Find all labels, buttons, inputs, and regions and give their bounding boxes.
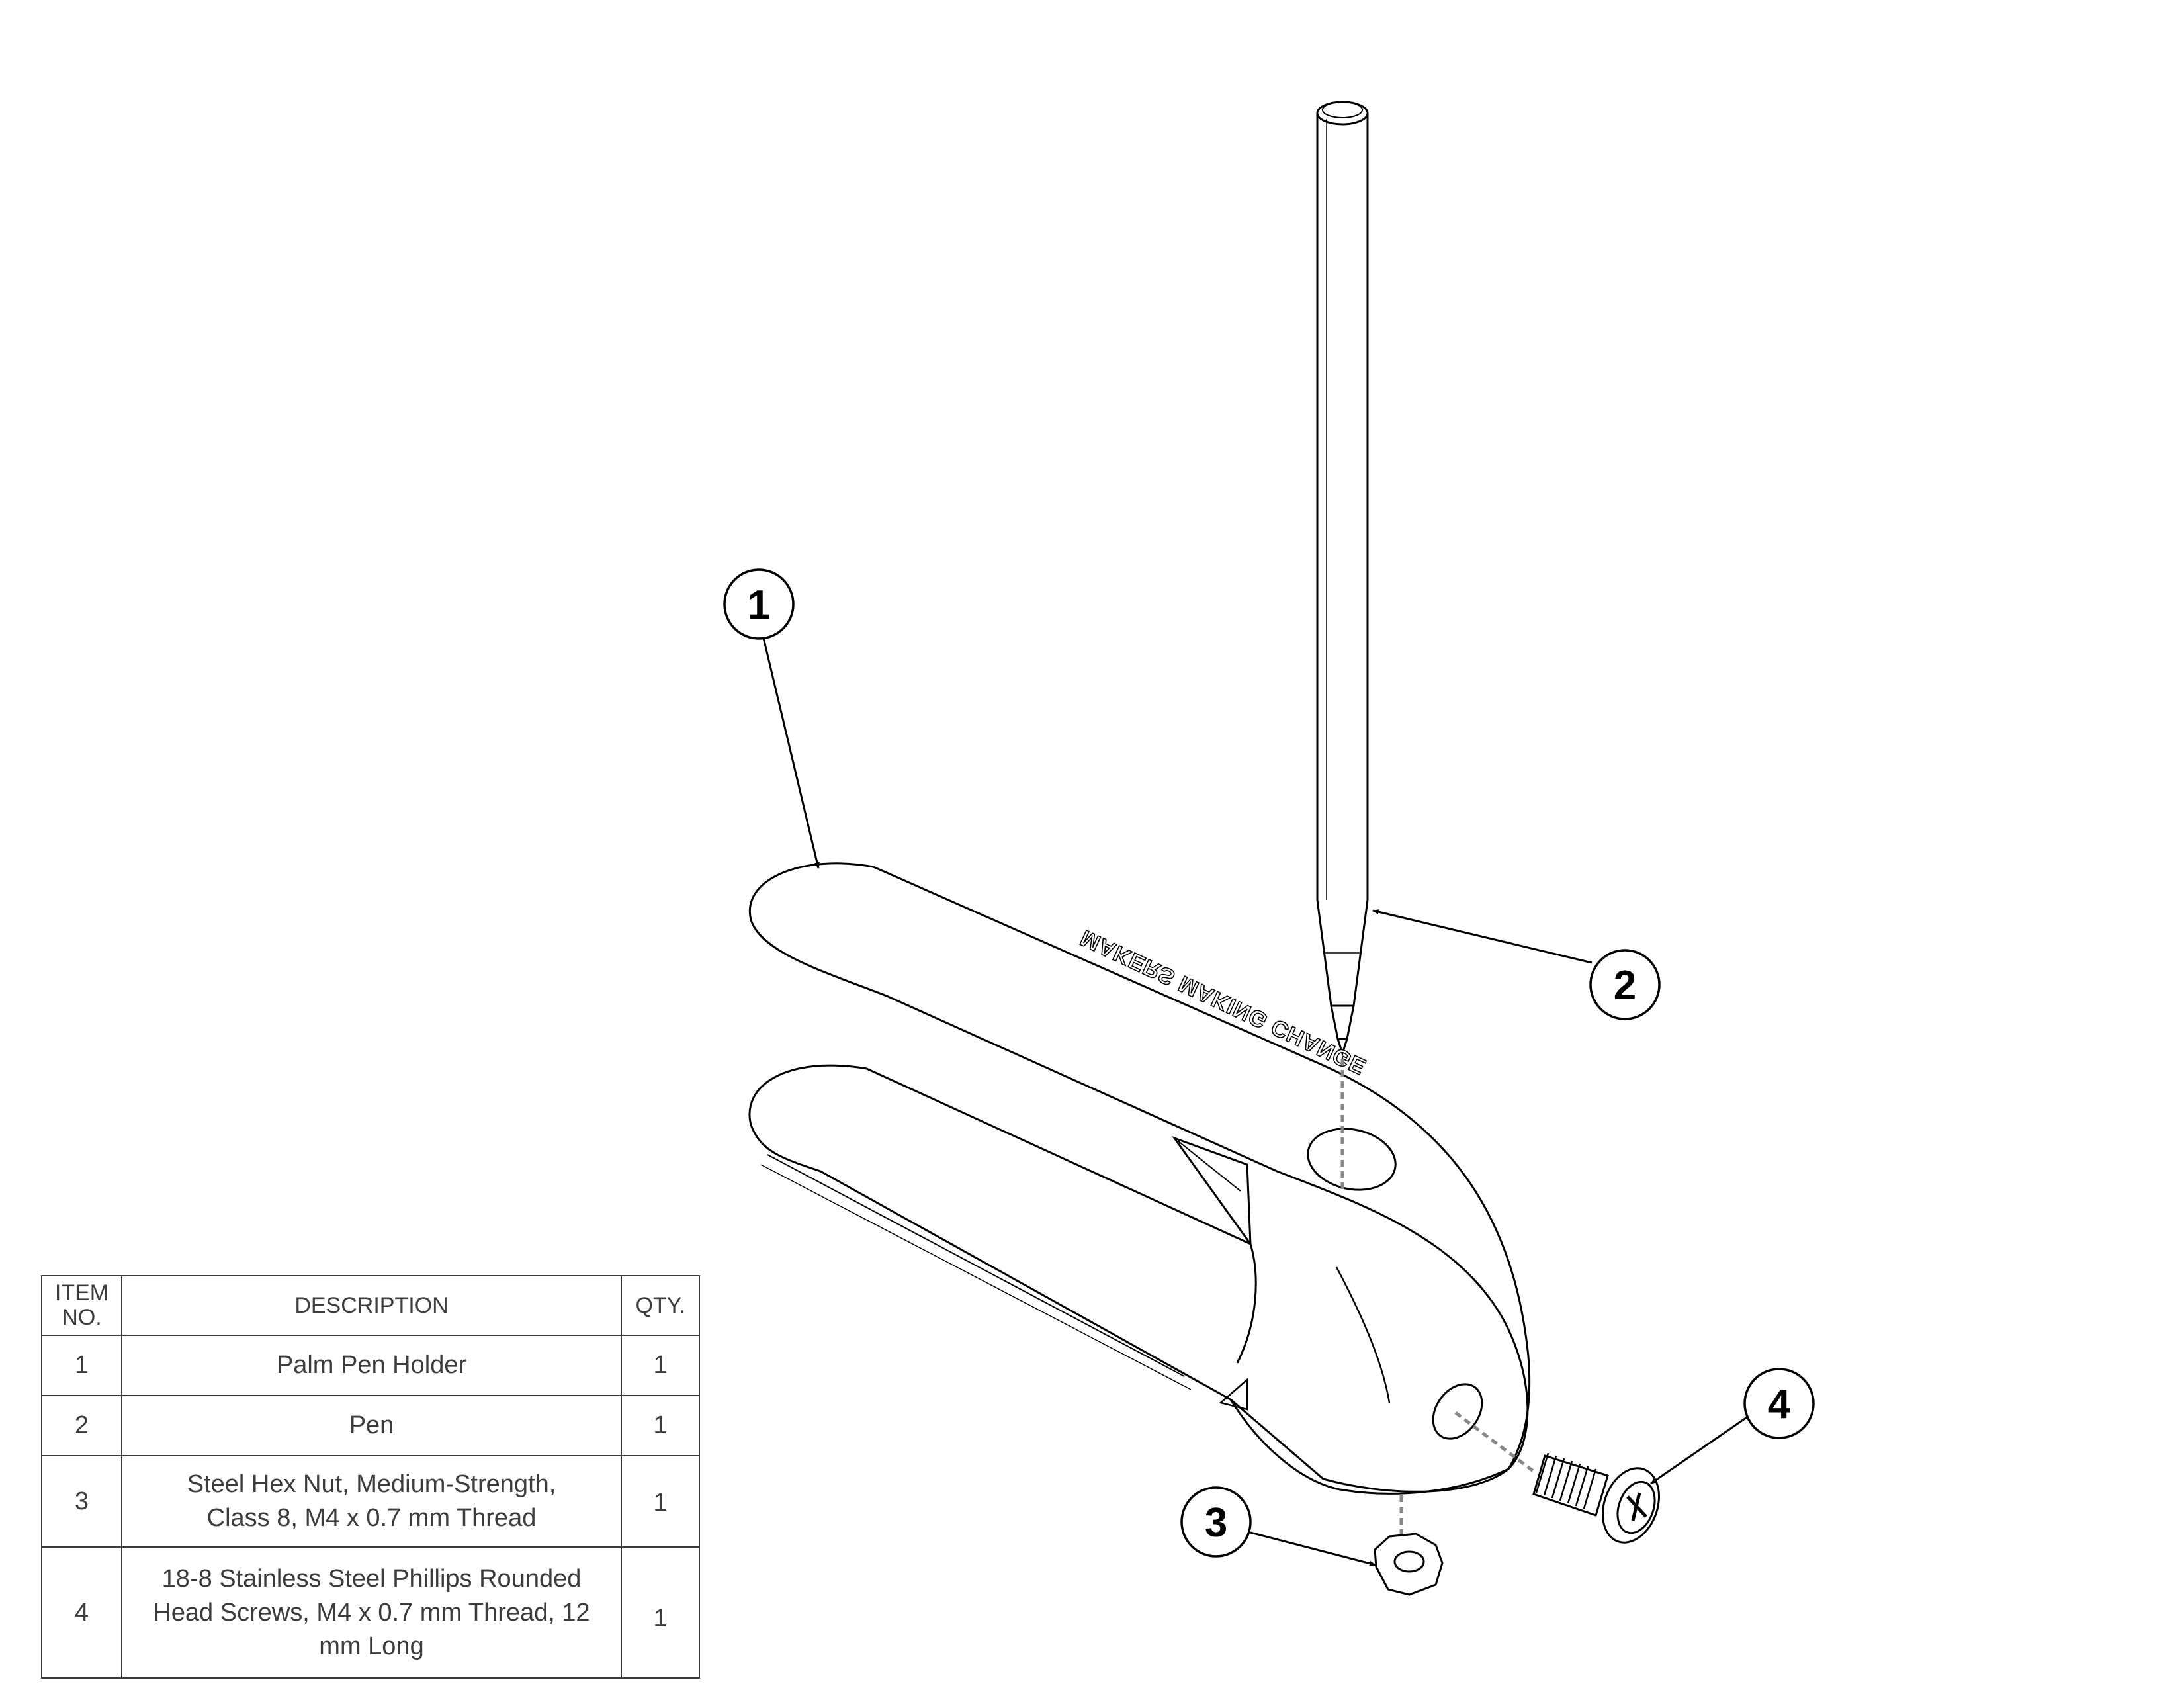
svg-text:3: 3 [1205,1500,1227,1546]
bom-item-no: 2 [41,1395,122,1456]
bom-item-no: 3 [41,1455,122,1548]
bom-row: 3 Steel Hex Nut, Medium-Strength, Class … [41,1455,700,1548]
bom-item-no: 4 [41,1546,122,1679]
bill-of-materials-table: ITEM NO. DESCRIPTION QTY. 1 Palm Pen Hol… [41,1275,700,1679]
balloon-1: 1 [723,568,795,640]
assembly-hidden-lines [1340,1059,1536,1534]
bom-item-no: 1 [41,1335,122,1396]
pen-part [1316,101,1369,1057]
bom-description: Steel Hex Nut, Medium-Strength, Class 8,… [121,1455,622,1548]
bom-header-description: DESCRIPTION [121,1275,622,1336]
hex-nut-part [1374,1533,1444,1596]
bom-qty: 1 [621,1395,700,1456]
svg-text:2: 2 [1614,963,1636,1008]
bom-description: Pen [121,1395,622,1456]
bom-row: 4 18-8 Stainless Steel Phillips Rounded … [41,1546,700,1679]
balloon-4: 4 [1743,1368,1815,1439]
screw-part [1532,1452,1661,1544]
leader-lines [762,635,1751,1566]
bom-row: 1 Palm Pen Holder 1 [41,1335,700,1396]
balloon-2: 2 [1589,949,1661,1020]
bom-header-qty: QTY. [621,1275,700,1336]
bom-description: Palm Pen Holder [121,1335,622,1396]
bom-qty: 1 [621,1546,700,1679]
palm-pen-holder-part [748,862,1531,1495]
balloon-3: 3 [1180,1486,1252,1558]
bom-qty: 1 [621,1335,700,1396]
bom-row: 2 Pen 1 [41,1395,700,1456]
bom-qty: 1 [621,1455,700,1548]
svg-text:4: 4 [1768,1382,1791,1427]
engraving-text: MAKERS MAKING CHANGE [1076,925,1370,1080]
bom-description: 18-8 Stainless Steel Phillips Rounded He… [121,1546,622,1679]
bom-header-item-no: ITEM NO. [41,1275,122,1336]
svg-text:1: 1 [748,582,770,628]
bom-header-row: ITEM NO. DESCRIPTION QTY. [41,1275,700,1336]
